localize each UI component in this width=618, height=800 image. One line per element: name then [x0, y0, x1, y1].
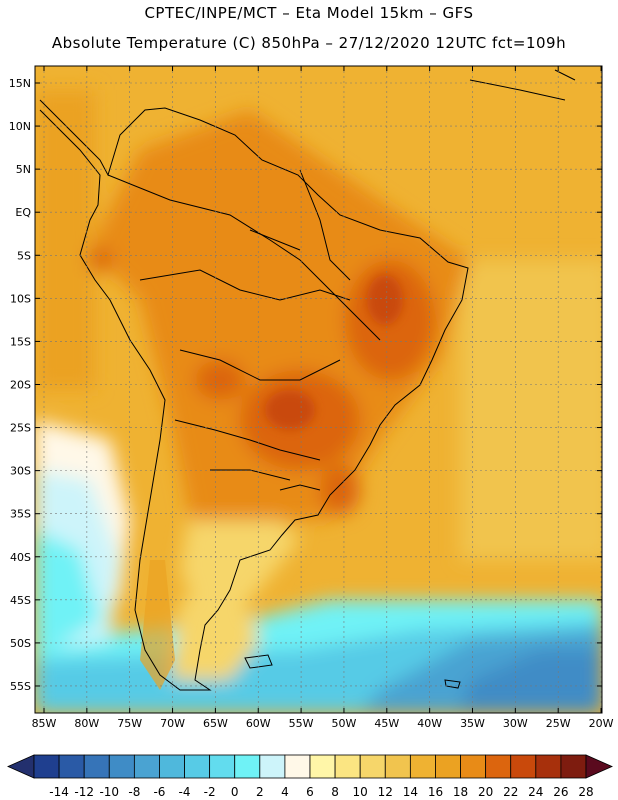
- lon-tick-label: 55W: [289, 717, 314, 730]
- map-frame: [34, 65, 603, 714]
- lon-tick-label: 70W: [160, 717, 185, 730]
- lon-tick-label: 45W: [374, 717, 399, 730]
- colorbar-label: -12: [74, 785, 94, 799]
- colorbar-swatch: [33, 754, 60, 779]
- colorbar-label: 14: [403, 785, 418, 799]
- colorbar-label: 26: [553, 785, 568, 799]
- colorbar-swatch: [209, 754, 236, 779]
- lat-tick-label: 50S: [10, 637, 31, 650]
- colorbar-label: 24: [528, 785, 543, 799]
- lat-tick-label: 55S: [10, 680, 31, 693]
- lon-tick-label: 65W: [203, 717, 228, 730]
- colorbar-swatch: [184, 754, 211, 779]
- colorbar-swatch: [535, 754, 562, 779]
- lat-tick-label: 15N: [9, 77, 31, 90]
- temperature-field: [35, 66, 602, 713]
- colorbar-label: -10: [99, 785, 119, 799]
- colorbar-label: 6: [306, 785, 314, 799]
- colorbar-label: 2: [256, 785, 264, 799]
- colorbar-label: 4: [281, 785, 289, 799]
- colorbar-swatch: [435, 754, 461, 779]
- lon-tick-label: 25W: [546, 717, 571, 730]
- lon-tick-label: 20W: [589, 717, 614, 730]
- colorbar-arrow-low: [7, 754, 35, 779]
- colorbar: -14 -12 -10 -8 -6 -4 -2 0 2 4 6 8 10 12 14 16 18 20 22 24 26…: [7, 754, 613, 799]
- colorbar-swatch: [108, 754, 135, 779]
- colorbar-swatch: [485, 754, 512, 779]
- lat-tick-label: 5S: [17, 249, 31, 262]
- lat-tick-label: 20S: [10, 378, 31, 391]
- colorbar-label: -14: [49, 785, 69, 799]
- lat-tick-label: 10N: [9, 120, 31, 133]
- colorbar-label: 0: [231, 785, 239, 799]
- lat-tick-label: 5N: [16, 163, 31, 176]
- colorbar-label: 10: [353, 785, 368, 799]
- colorbar-label: -6: [153, 785, 165, 799]
- lat-tick-label: 25S: [10, 422, 31, 435]
- colorbar-label: 28: [578, 785, 593, 799]
- colorbar-swatch: [359, 754, 386, 779]
- lon-tick-label: 50W: [332, 717, 357, 730]
- lon-tick-label: 80W: [74, 717, 99, 730]
- chart-title-line1: CPTEC/INPE/MCT – Eta Model 15km – GFS: [144, 4, 474, 22]
- lon-tick-label: 85W: [32, 717, 57, 730]
- colorbar-swatch: [510, 754, 537, 779]
- lat-tick-label: 45S: [10, 594, 31, 607]
- lon-tick-labels: 85W 80W 75W 70W 65W 60W 55W 50W 45W 40W 35W 30W 25W 2…: [32, 66, 614, 730]
- lon-tick-label: 40W: [417, 717, 442, 730]
- lat-tick-label: 15S: [10, 335, 31, 348]
- colorbar-swatch: [159, 754, 185, 779]
- colorbar-swatch: [334, 754, 361, 779]
- colorbar-arrow-high: [585, 754, 613, 779]
- chart-title-line2: Absolute Temperature (C) 850hPa – 27/12/…: [51, 34, 567, 52]
- lat-tick-label: 30S: [10, 465, 31, 478]
- lon-tick-label: 35W: [460, 717, 485, 730]
- lat-tick-label: 35S: [10, 508, 31, 521]
- lat-tick-label: EQ: [15, 206, 31, 219]
- colorbar-label: 8: [331, 785, 339, 799]
- lon-tick-label: 30W: [503, 717, 528, 730]
- lon-tick-label: 60W: [246, 717, 271, 730]
- colorbar-swatch: [83, 754, 110, 779]
- colorbar-swatch: [133, 754, 160, 779]
- colorbar-swatch: [560, 754, 587, 779]
- colorbar-label: 20: [478, 785, 493, 799]
- lat-tick-labels: 15N 10N 5N EQ 5S 10S 15S 20S 25S 30S 35S 40S 45S 50S 5…: [9, 77, 602, 693]
- colorbar-swatch: [284, 754, 311, 779]
- colorbar-swatch: [384, 754, 411, 779]
- colorbar-label: 16: [428, 785, 443, 799]
- colorbar-swatch: [460, 754, 487, 779]
- colorbar-label: -8: [128, 785, 140, 799]
- colorbar-swatch: [309, 754, 336, 779]
- lon-tick-label: 75W: [117, 717, 142, 730]
- colorbar-label: 12: [378, 785, 393, 799]
- colorbar-label: -2: [204, 785, 216, 799]
- colorbar-swatch: [234, 754, 261, 779]
- colorbar-label: 18: [453, 785, 468, 799]
- colorbar-swatch: [58, 754, 85, 779]
- lat-tick-label: 10S: [10, 292, 31, 305]
- colorbar-label: -4: [179, 785, 191, 799]
- colorbar-swatch: [259, 754, 286, 779]
- colorbar-swatch: [409, 754, 436, 779]
- colorbar-label: 22: [503, 785, 518, 799]
- lat-tick-label: 40S: [10, 551, 31, 564]
